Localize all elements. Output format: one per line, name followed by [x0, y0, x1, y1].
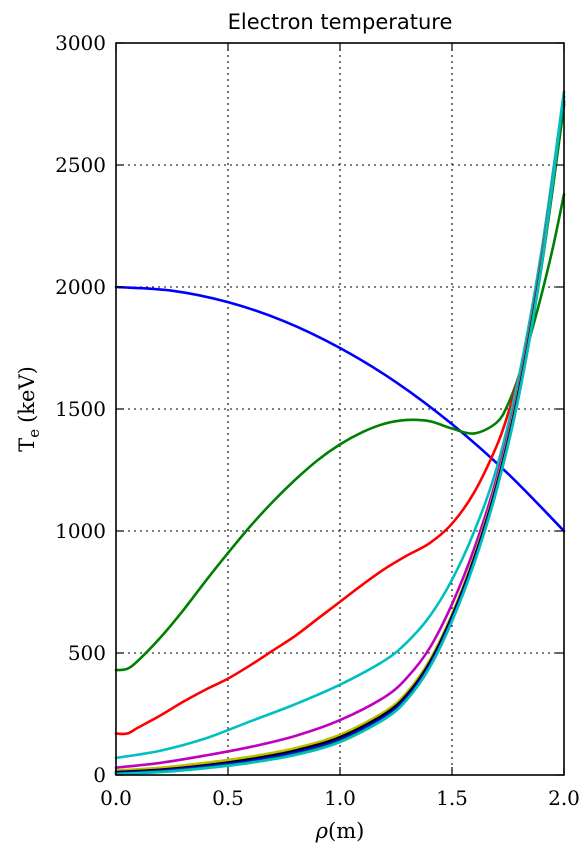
x-axis-label-unit: (m)	[328, 819, 364, 843]
y-tick-label: 500	[68, 641, 106, 665]
y-tick-label: 1000	[55, 519, 106, 543]
y-axis-label-main: T	[15, 438, 39, 452]
series-line-10	[114, 90, 566, 776]
y-tick-label: 1500	[55, 397, 106, 421]
series-line-7	[114, 100, 566, 774]
plot-lines	[114, 90, 566, 776]
y-axis-label-sub: e	[25, 429, 43, 438]
x-tick-label: 1.5	[436, 786, 468, 810]
y-axis-label: Te (keV)	[15, 366, 43, 452]
y-tick-label: 2000	[55, 275, 106, 299]
y-tick-label: 3000	[55, 31, 106, 55]
grid-lines	[116, 43, 564, 775]
x-tick-label: 1.0	[324, 786, 356, 810]
y-tick-label: 2500	[55, 153, 106, 177]
y-axis-label-unit: (keV)	[15, 366, 39, 423]
series-line-1	[114, 285, 566, 533]
axis-ticks: 0.0 0.5 1.0 1.5 2.0 0 500 1000 1500 2000 2500 3000	[55, 31, 580, 810]
x-tick-label: 0.5	[212, 786, 244, 810]
x-axis-label-main: ρ	[315, 819, 329, 843]
series-line-3	[114, 373, 521, 736]
x-tick-label: 0.0	[100, 786, 132, 810]
series-line-8	[114, 102, 566, 775]
y-tick-label: 0	[93, 763, 106, 787]
series-line-4	[114, 90, 566, 760]
x-axis-label: ρ(m)	[315, 819, 365, 843]
x-tick-label: 2.0	[548, 786, 580, 810]
chart-title: Electron temperature	[228, 10, 453, 34]
